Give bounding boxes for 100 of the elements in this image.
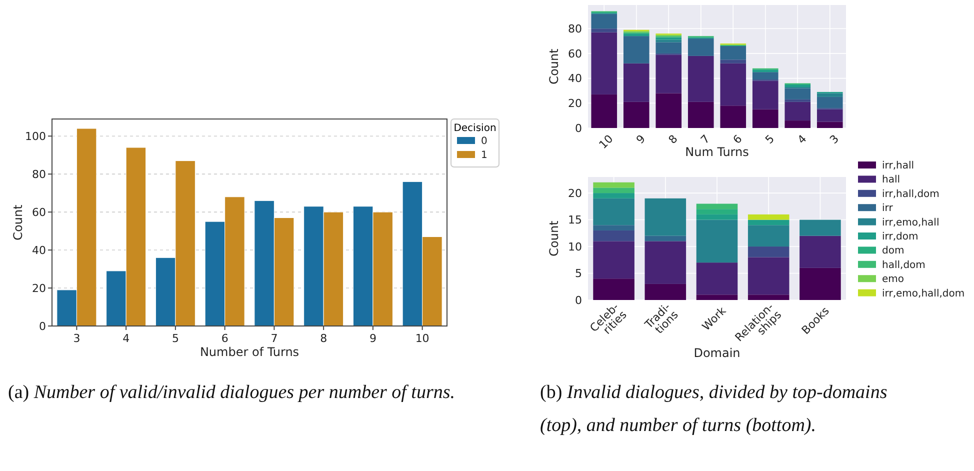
bar [623,36,650,64]
bar [784,99,811,102]
y-axis-title: Count [11,204,25,240]
bar [816,93,843,97]
legend-label: irr,emo,hall,dom [882,288,965,300]
bar [720,60,746,64]
legend-label: emo [882,274,904,286]
bar [696,209,738,214]
bar [623,34,650,36]
x-tick-label: 9 [634,132,648,147]
x-axis-title: Num Turns [685,145,749,159]
bar [784,102,811,121]
bar [748,294,790,300]
y-tick-label: 15 [568,214,582,227]
bar [720,106,746,128]
bar [644,284,686,300]
x-tick-label: 7 [698,132,712,147]
bar [784,88,811,100]
y-axis-title: Count [547,220,561,256]
y-tick-label: 5 [575,267,582,280]
x-tick-label: 4 [795,132,810,147]
text: (a) Number of valid/invalid dialogues per number of turns. [8,382,455,403]
bar [752,109,778,128]
bar [816,122,843,128]
x-axis-title: Number of Turns [200,345,300,359]
bar [752,72,778,80]
bar [593,241,634,279]
y-tick-label: 60 [568,47,582,60]
bar [591,14,618,29]
y-axis-title: Count [547,48,561,84]
y-tick-label: 10 [568,240,582,254]
legend-label: irr,hall [882,160,914,172]
y-tick-label: 80 [568,22,582,36]
x-tick-label: 3 [73,332,80,345]
bar [800,220,841,236]
x-tick-label: 6 [221,332,228,345]
x-tick-label: 4 [122,332,130,345]
bar [593,182,634,188]
bar [688,38,714,56]
bar [696,262,738,295]
bar [696,220,738,263]
legend-label: 1 [481,150,488,161]
x-axis-title: Domain [694,346,740,360]
x-tick-label: 10 [415,332,430,345]
bar [593,278,634,300]
y-tick-label: 0 [575,294,582,307]
x-tick-label: 3 [827,132,842,147]
y-tick-label: 80 [32,168,46,181]
y-tick-label: 0 [575,122,582,135]
bar [644,241,686,284]
bar [593,230,634,242]
bar [593,198,634,226]
legend-label: irr,hall,dom [882,188,940,200]
bar [593,225,634,230]
bar [623,63,650,102]
bar [748,225,790,247]
bar [800,236,841,268]
bar [800,268,841,300]
bar [593,193,634,198]
text: (b) Invalid dialogues, divided by top-domains (top), and number of turns (bottom). [540,382,888,436]
bar [696,204,738,210]
bar [748,246,790,258]
x-tick-label: 10 [596,132,616,152]
bar [696,214,738,220]
legend-label: hall,dom [882,260,926,271]
x-tick-label: 5 [762,132,777,147]
bar [623,102,650,128]
x-tick-label: 7 [270,332,278,345]
bar [591,32,618,94]
bar [816,109,843,122]
bar [696,294,738,300]
x-tick-label: 6 [730,132,745,147]
legend-label: irr,dom [882,232,918,242]
legend-label: irr,emo,hall [882,217,940,228]
bar [752,80,778,110]
bar [816,96,843,108]
bar [644,236,686,242]
x-tick-label: 5 [172,332,179,345]
legend-label: hall [882,174,900,186]
bar [644,198,686,236]
y-tick-label: 40 [32,244,46,257]
bar [720,46,746,60]
y-tick-label: 60 [32,206,46,219]
x-tick-label: 8 [320,332,328,345]
y-tick-label: 20 [32,282,46,295]
bar [784,120,811,128]
x-tick-label: 9 [369,332,376,345]
bar [656,40,682,42]
bar [748,214,790,220]
legend-label: irr [882,203,894,214]
bar [591,94,618,128]
bar [656,93,682,128]
bar [656,37,682,40]
bar [591,28,618,32]
bar [748,257,790,295]
y-tick-label: 20 [568,97,582,110]
bar [748,220,790,226]
y-tick-label: 40 [568,72,582,86]
bar [656,42,682,54]
bar [688,102,714,128]
